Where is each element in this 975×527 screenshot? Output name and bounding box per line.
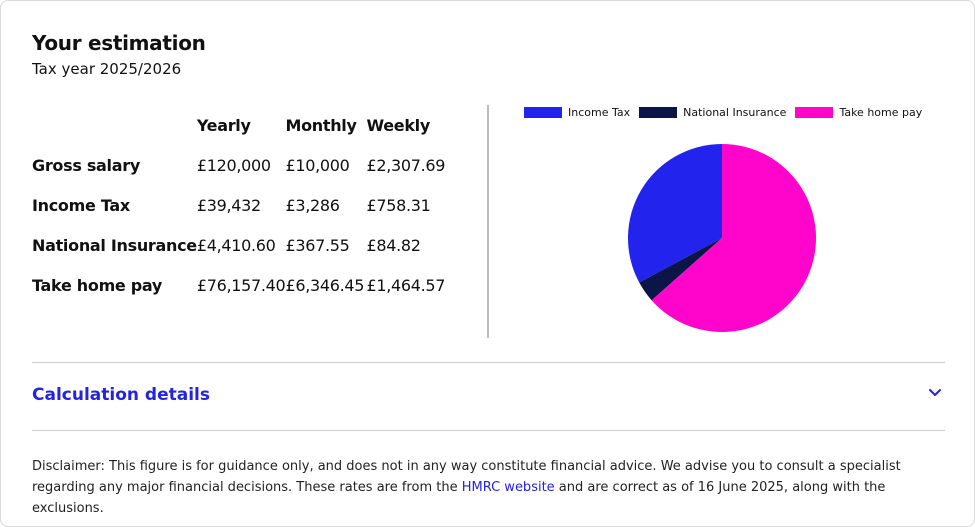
weekly-value: £1,464.57 [366, 275, 446, 295]
monthly-value: £367.55 [285, 235, 350, 255]
weekly-value: £84.82 [366, 235, 421, 255]
pie-slice-take-home-pay[interactable] [651, 144, 817, 332]
yearly-value: £76,157.40 [196, 275, 286, 295]
legend-item-income-tax[interactable]: Income Tax [524, 106, 630, 119]
chevron-down-icon[interactable] [927, 386, 943, 400]
row-label: Take home pay [32, 275, 163, 295]
row-label: Income Tax [32, 195, 130, 215]
table-row-gross-salary: Gross salary £120,000 £10,000 £2,307.69 [32, 145, 456, 185]
legend-item-take-home-pay[interactable]: Take home pay [795, 106, 922, 119]
pie-slice-income-tax[interactable] [627, 144, 722, 283]
column-header-empty [32, 105, 197, 145]
vertical-divider [487, 105, 489, 338]
monthly-value: £6,346.45 [285, 275, 365, 295]
chart-legend: Income Tax National Insurance Take home … [524, 106, 931, 119]
hmrc-website-link[interactable]: HMRC website [461, 480, 555, 495]
row-label: Gross salary [32, 155, 140, 175]
row-label: National Insurance [32, 235, 197, 255]
table-row-income-tax: Income Tax £39,432 £3,286 £758.31 [32, 185, 456, 225]
divider-bottom [32, 430, 945, 431]
calculation-details-toggle[interactable]: Calculation details [32, 385, 210, 405]
table-row-take-home-pay: Take home pay £76,157.40 £6,346.45 £1,46… [32, 265, 456, 305]
disclaimer-before: Disclaimer: This figure is for guidance … [32, 459, 901, 495]
monthly-value: £3,286 [285, 195, 340, 215]
legend-label: National Insurance [683, 106, 787, 119]
weekly-value: £2,307.69 [366, 155, 446, 175]
page-title: Your estimation [32, 31, 206, 55]
legend-swatch [524, 107, 562, 118]
column-header-yearly: Yearly [196, 115, 251, 135]
legend-swatch [639, 107, 678, 118]
legend-swatch [795, 107, 834, 118]
disclaimer-after: and are correct as of 16 June 2025, alon… [32, 480, 886, 516]
column-header-weekly: Weekly [366, 115, 430, 135]
yearly-value: £120,000 [196, 155, 271, 175]
weekly-value: £758.31 [366, 195, 431, 215]
column-header-monthly: Monthly [285, 115, 357, 135]
yearly-value: £4,410.60 [196, 235, 276, 255]
table-header-row: Yearly Monthly Weekly [32, 105, 456, 145]
salary-pie-chart [627, 144, 817, 332]
yearly-value: £39,432 [196, 195, 261, 215]
legend-item-national-insurance[interactable]: National Insurance [639, 106, 786, 119]
tax-year-label: Tax year 2025/2026 [32, 60, 182, 78]
pie-slice-national-insurance[interactable] [639, 238, 722, 301]
estimation-table: Yearly Monthly Weekly Gross salary £120,… [32, 105, 456, 305]
legend-label: Income Tax [568, 106, 631, 119]
disclaimer-text: Disclaimer: This figure is for guidance … [32, 456, 947, 519]
divider-top [32, 362, 945, 363]
legend-label: Take home pay [839, 106, 923, 119]
table-row-national-insurance: National Insurance £4,410.60 £367.55 £84… [32, 225, 456, 265]
monthly-value: £10,000 [285, 155, 350, 175]
